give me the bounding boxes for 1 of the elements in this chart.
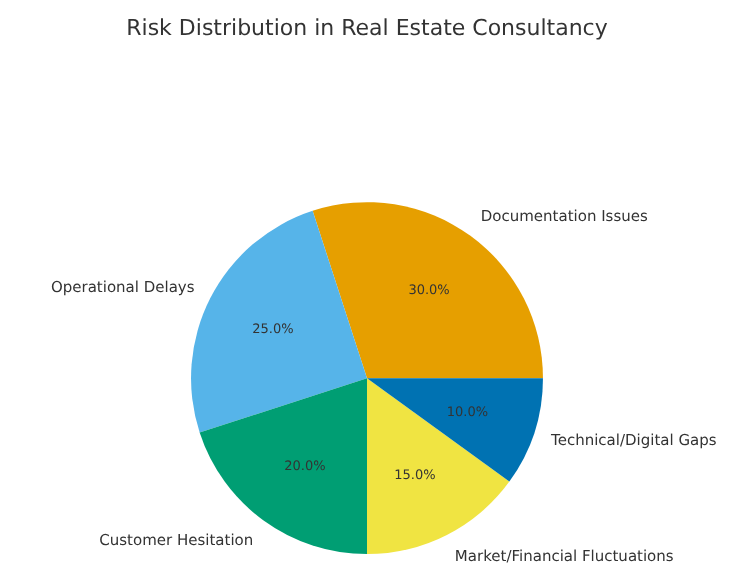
chart-title: Risk Distribution in Real Estate Consultancy xyxy=(126,15,609,41)
